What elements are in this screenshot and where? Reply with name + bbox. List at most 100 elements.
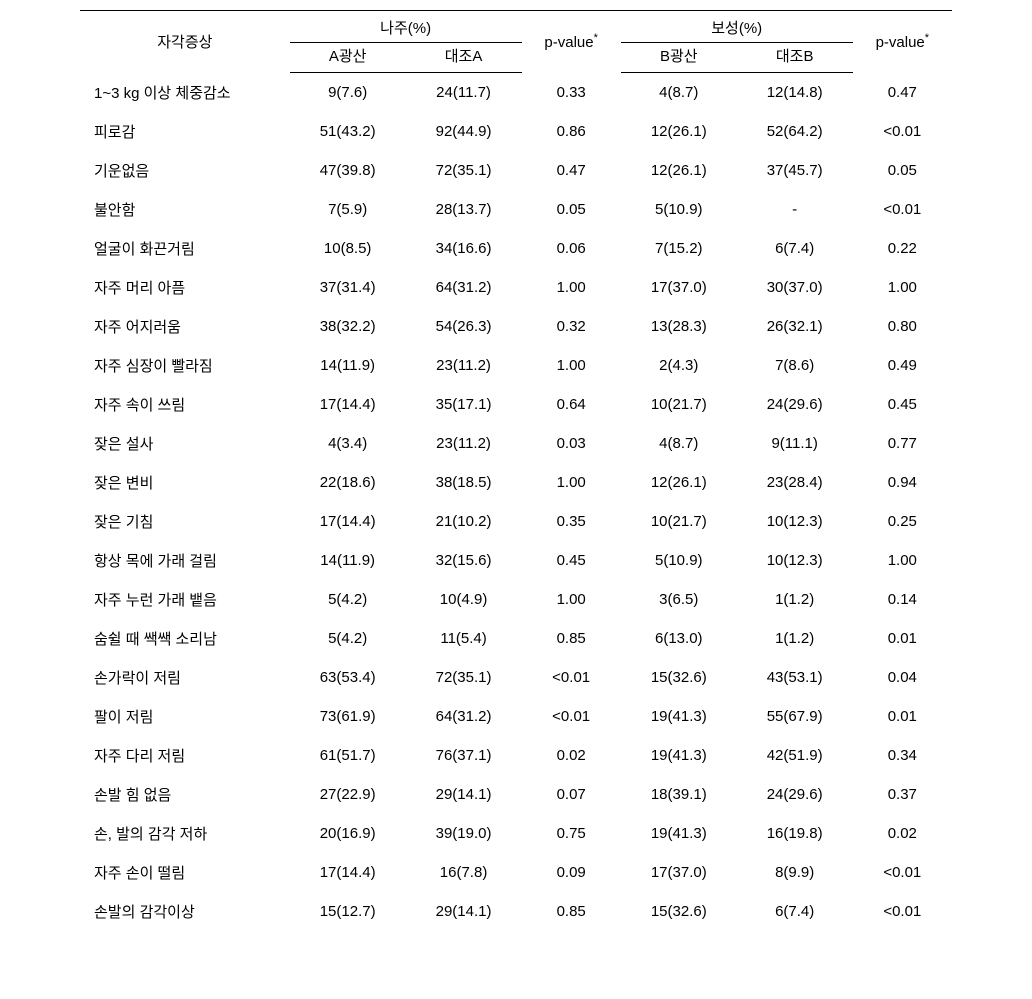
cell-pvalue-2: <0.01 [853, 892, 952, 931]
cell-pvalue-2: 0.01 [853, 697, 952, 736]
cell-symptom: 잦은 변비 [80, 463, 290, 502]
cell-b-mine: 17(37.0) [621, 268, 737, 307]
cell-control-a: 72(35.1) [406, 151, 522, 190]
cell-a-mine: 22(18.6) [290, 463, 406, 502]
cell-pvalue-1: <0.01 [522, 697, 621, 736]
cell-pvalue-1: 0.03 [522, 424, 621, 463]
cell-symptom: 팔이 저림 [80, 697, 290, 736]
cell-a-mine: 15(12.7) [290, 892, 406, 931]
cell-pvalue-1: 0.02 [522, 736, 621, 775]
cell-control-a: 11(5.4) [406, 619, 522, 658]
cell-pvalue-2: 0.02 [853, 814, 952, 853]
cell-pvalue-2: 0.49 [853, 346, 952, 385]
pvalue-label: p-value [876, 34, 925, 51]
cell-b-mine: 6(13.0) [621, 619, 737, 658]
cell-a-mine: 47(39.8) [290, 151, 406, 190]
cell-pvalue-1: 0.32 [522, 307, 621, 346]
cell-b-mine: 18(39.1) [621, 775, 737, 814]
cell-pvalue-2: <0.01 [853, 112, 952, 151]
cell-a-mine: 73(61.9) [290, 697, 406, 736]
cell-control-b: 6(7.4) [737, 892, 853, 931]
cell-symptom: 기운없음 [80, 151, 290, 190]
cell-control-a: 16(7.8) [406, 853, 522, 892]
cell-pvalue-2: 0.14 [853, 580, 952, 619]
cell-control-b: 30(37.0) [737, 268, 853, 307]
cell-symptom: 자주 심장이 빨라짐 [80, 346, 290, 385]
cell-a-mine: 7(5.9) [290, 190, 406, 229]
header-symptom: 자각증상 [80, 11, 290, 73]
cell-control-a: 28(13.7) [406, 190, 522, 229]
cell-pvalue-1: 1.00 [522, 346, 621, 385]
cell-a-mine: 17(14.4) [290, 502, 406, 541]
cell-control-b: 16(19.8) [737, 814, 853, 853]
cell-a-mine: 17(14.4) [290, 385, 406, 424]
cell-pvalue-2: 1.00 [853, 268, 952, 307]
cell-a-mine: 27(22.9) [290, 775, 406, 814]
cell-control-b: 10(12.3) [737, 502, 853, 541]
cell-symptom: 얼굴이 화끈거림 [80, 229, 290, 268]
table-row: 자주 속이 쓰림17(14.4)35(17.1)0.6410(21.7)24(2… [80, 385, 952, 424]
cell-pvalue-2: 0.37 [853, 775, 952, 814]
header-region-boseong: 보성(%) [621, 11, 853, 43]
cell-control-a: 21(10.2) [406, 502, 522, 541]
cell-pvalue-2: <0.01 [853, 853, 952, 892]
table-row: 기운없음47(39.8)72(35.1)0.4712(26.1)37(45.7)… [80, 151, 952, 190]
table-row: 항상 목에 가래 걸림14(11.9)32(15.6)0.455(10.9)10… [80, 541, 952, 580]
cell-pvalue-1: 0.35 [522, 502, 621, 541]
cell-b-mine: 15(32.6) [621, 892, 737, 931]
table-header: 자각증상 나주(%) p-value* 보성(%) p-value* A광산 대… [80, 11, 952, 73]
cell-pvalue-2: 0.01 [853, 619, 952, 658]
table-row: 자주 심장이 빨라짐14(11.9)23(11.2)1.002(4.3)7(8.… [80, 346, 952, 385]
cell-b-mine: 19(41.3) [621, 814, 737, 853]
cell-pvalue-2: 0.47 [853, 73, 952, 112]
table-row: 불안함7(5.9)28(13.7)0.055(10.9)-<0.01 [80, 190, 952, 229]
cell-b-mine: 19(41.3) [621, 697, 737, 736]
cell-control-b: 24(29.6) [737, 385, 853, 424]
cell-a-mine: 4(3.4) [290, 424, 406, 463]
asterisk-icon: * [594, 32, 598, 44]
cell-pvalue-2: 0.45 [853, 385, 952, 424]
cell-control-b: 24(29.6) [737, 775, 853, 814]
cell-pvalue-1: 0.09 [522, 853, 621, 892]
cell-pvalue-2: 0.80 [853, 307, 952, 346]
table-row: 손발 힘 없음27(22.9)29(14.1)0.0718(39.1)24(29… [80, 775, 952, 814]
cell-control-a: 38(18.5) [406, 463, 522, 502]
cell-control-a: 29(14.1) [406, 892, 522, 931]
cell-a-mine: 51(43.2) [290, 112, 406, 151]
cell-control-b: 23(28.4) [737, 463, 853, 502]
cell-control-a: 35(17.1) [406, 385, 522, 424]
header-b-mine: B광산 [621, 43, 737, 73]
cell-control-b: 9(11.1) [737, 424, 853, 463]
cell-pvalue-2: 1.00 [853, 541, 952, 580]
cell-control-a: 64(31.2) [406, 268, 522, 307]
table-row: 피로감51(43.2)92(44.9)0.8612(26.1)52(64.2)<… [80, 112, 952, 151]
cell-a-mine: 14(11.9) [290, 541, 406, 580]
cell-control-b: 26(32.1) [737, 307, 853, 346]
cell-symptom: 피로감 [80, 112, 290, 151]
cell-control-a: 23(11.2) [406, 424, 522, 463]
cell-a-mine: 5(4.2) [290, 580, 406, 619]
cell-control-b: 1(1.2) [737, 580, 853, 619]
cell-pvalue-2: 0.05 [853, 151, 952, 190]
cell-control-a: 72(35.1) [406, 658, 522, 697]
cell-b-mine: 3(6.5) [621, 580, 737, 619]
cell-pvalue-1: 0.07 [522, 775, 621, 814]
header-control-a: 대조A [406, 43, 522, 73]
cell-control-b: 10(12.3) [737, 541, 853, 580]
cell-symptom: 자주 다리 저림 [80, 736, 290, 775]
table-row: 자주 손이 떨림17(14.4)16(7.8)0.0917(37.0)8(9.9… [80, 853, 952, 892]
cell-control-a: 64(31.2) [406, 697, 522, 736]
cell-pvalue-1: <0.01 [522, 658, 621, 697]
cell-symptom: 손가락이 저림 [80, 658, 290, 697]
cell-b-mine: 13(28.3) [621, 307, 737, 346]
cell-control-b: 52(64.2) [737, 112, 853, 151]
cell-pvalue-1: 1.00 [522, 580, 621, 619]
cell-b-mine: 10(21.7) [621, 385, 737, 424]
table-row: 얼굴이 화끈거림10(8.5)34(16.6)0.067(15.2)6(7.4)… [80, 229, 952, 268]
header-a-mine: A광산 [290, 43, 406, 73]
table-row: 손발의 감각이상15(12.7)29(14.1)0.8515(32.6)6(7.… [80, 892, 952, 931]
cell-b-mine: 4(8.7) [621, 73, 737, 112]
cell-pvalue-2: 0.22 [853, 229, 952, 268]
cell-control-b: 42(51.9) [737, 736, 853, 775]
cell-pvalue-1: 0.45 [522, 541, 621, 580]
